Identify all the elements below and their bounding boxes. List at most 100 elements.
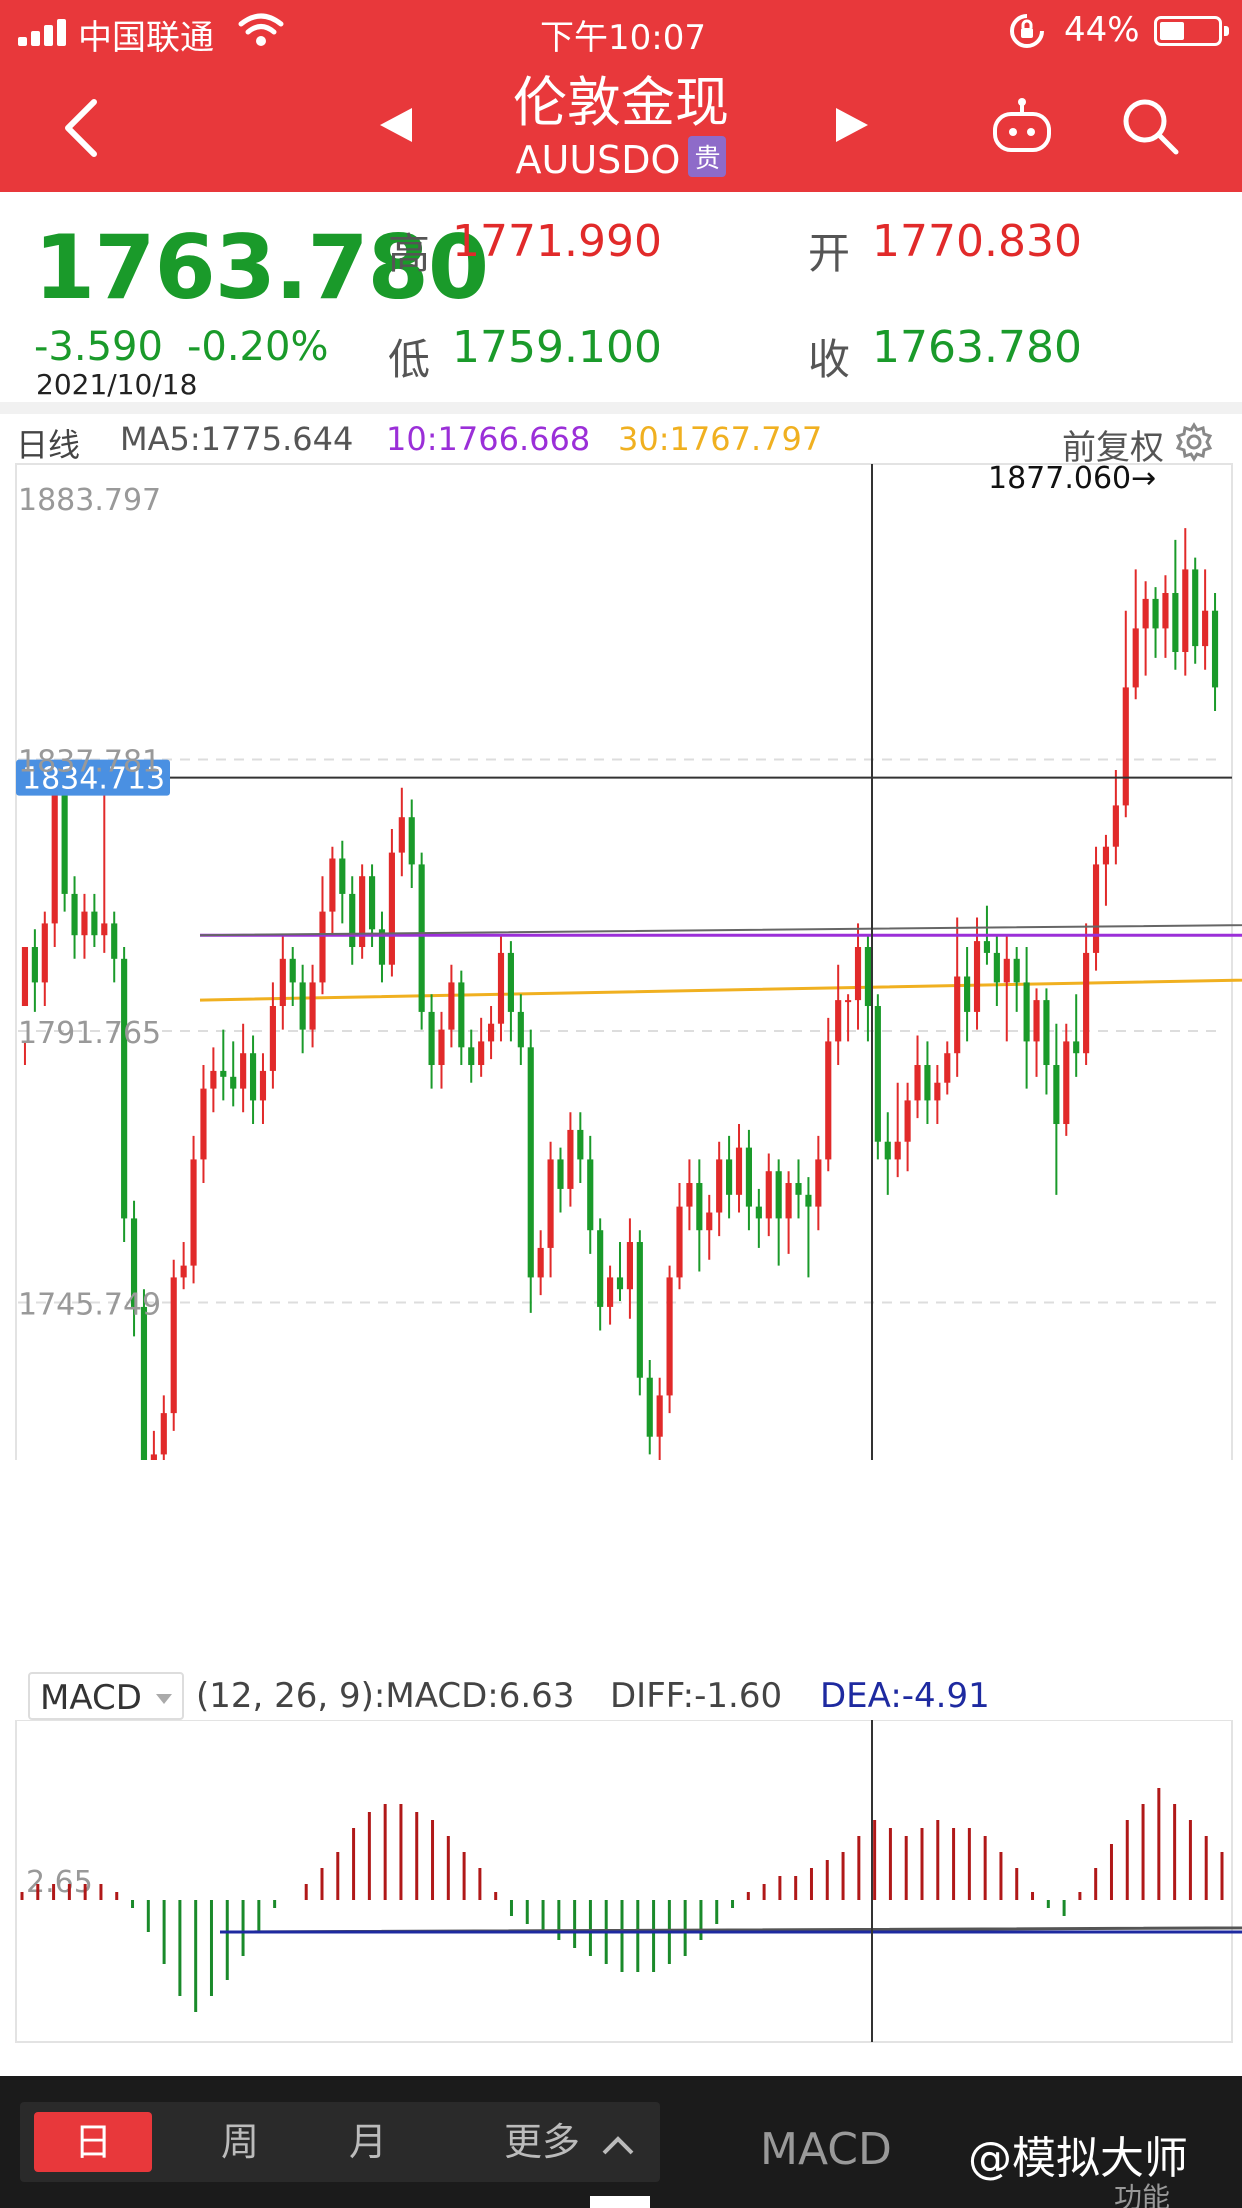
macd-diff-line	[219, 1926, 1242, 1934]
candle-body	[497, 952, 505, 1024]
candle-body	[765, 1171, 772, 1219]
candle-body	[468, 1047, 475, 1066]
candle-body	[944, 1053, 951, 1083]
gear-icon[interactable]	[1174, 422, 1214, 462]
tab-more[interactable]: 更多	[490, 2102, 650, 2182]
carrier-label: 中国联通	[78, 18, 214, 58]
candle-body	[527, 1047, 534, 1278]
candle-body	[607, 1277, 614, 1307]
candle-body	[279, 958, 286, 1007]
clock: 下午10:07	[540, 18, 706, 58]
candle-body	[150, 1454, 157, 1460]
macd-chart[interactable]: 2.65	[0, 1720, 1242, 2050]
price-change-percent: -0.20%	[186, 324, 329, 370]
macd-selector-label: MACD	[40, 1678, 142, 1718]
candle-body	[21, 947, 29, 1007]
candle-body	[1043, 1000, 1050, 1066]
candle-body	[825, 1041, 832, 1160]
candle-body	[864, 947, 872, 1007]
candle-body	[666, 1277, 673, 1396]
candle-body	[220, 1070, 227, 1077]
ma10-value: 10:1766.668	[386, 420, 591, 458]
candle-body	[587, 1159, 594, 1231]
candle-body	[1063, 1041, 1070, 1125]
low-value: 1759.100	[452, 322, 662, 373]
candle-body	[636, 1242, 643, 1378]
watermark: @模拟大师	[968, 2133, 1188, 2184]
candle-body	[1003, 958, 1010, 983]
candle-body	[111, 923, 118, 959]
macd-dea-line	[220, 1930, 1242, 1934]
precious-badge: 贵	[688, 136, 727, 177]
tab-day[interactable]: 日	[34, 2112, 152, 2172]
candle-body	[1202, 610, 1209, 647]
candle-body	[537, 1247, 544, 1278]
candle-body	[1023, 982, 1030, 1042]
back-button[interactable]	[50, 88, 120, 168]
candle-body	[1013, 958, 1020, 983]
crosshair: 1834.713	[16, 464, 1232, 1460]
candle-body	[359, 876, 366, 948]
candle-body	[458, 982, 465, 1048]
candle-body	[1083, 952, 1090, 1054]
ma5-value: MA5:1775.644	[120, 420, 354, 458]
candle-body	[31, 947, 38, 983]
candle-body	[408, 817, 415, 865]
macd-selector[interactable]: MACD	[28, 1672, 184, 1720]
candle-body	[706, 1212, 713, 1231]
candle-body	[249, 1053, 257, 1101]
candle-body	[61, 787, 68, 894]
candle-body	[91, 911, 98, 936]
indicator-button[interactable]: MACD	[760, 2124, 892, 2175]
candle-body	[1073, 1041, 1080, 1054]
separator	[0, 402, 1242, 414]
wifi-icon	[238, 13, 284, 46]
period-tabs: 日 周 月 更多	[20, 2102, 660, 2182]
tab-week[interactable]: 周	[220, 2120, 259, 2164]
kline-chart[interactable]: 1834.713 1883.797 1837.781 1791.765 1745.74…	[0, 460, 1242, 1460]
low-label: 低	[388, 335, 431, 384]
candle-body	[309, 982, 316, 1030]
candle-body	[160, 1413, 167, 1455]
candle-body	[795, 1183, 802, 1195]
candle-body	[299, 982, 306, 1030]
plot-frame	[15, 463, 1233, 1460]
high-value: 1771.990	[452, 216, 662, 267]
y-tick-label: 1791.765	[18, 1016, 161, 1051]
candle-body	[1211, 610, 1219, 688]
macd-dea: DEA:-4.91	[820, 1676, 990, 1716]
macd-params: (12, 26, 9):MACD:6.63	[196, 1676, 575, 1716]
open-value: 1770.830	[872, 216, 1082, 267]
candle-body	[646, 1377, 653, 1437]
next-symbol-button[interactable]	[826, 100, 876, 150]
candle-body	[81, 911, 88, 936]
adjust-button[interactable]: 前复权	[1062, 428, 1164, 468]
function-button[interactable]: 功能	[1114, 2181, 1171, 2208]
candle-body	[1192, 569, 1199, 647]
open-label: 开	[808, 229, 851, 278]
tab-month[interactable]: 月	[348, 2120, 387, 2164]
candle-body	[329, 858, 336, 912]
candles	[21, 528, 1219, 1460]
candle-body	[507, 952, 514, 1012]
last-price: 1763.780	[34, 216, 489, 319]
grid	[18, 758, 1218, 1304]
candle-body	[845, 1000, 852, 1003]
candle-body	[954, 976, 961, 1054]
y-tick-label: 1837.781	[18, 745, 161, 780]
battery-icon	[1154, 16, 1229, 46]
rotation-lock-icon	[1010, 14, 1044, 48]
status-bar: 中国联通 下午10:07 44%	[0, 0, 1242, 60]
battery-percent: 44%	[1064, 10, 1140, 50]
candle-body	[983, 941, 991, 953]
candle-body	[676, 1206, 683, 1278]
candle-body	[1182, 569, 1189, 653]
search-icon[interactable]	[1118, 94, 1182, 158]
signal-icon	[18, 18, 70, 46]
close-label: 收	[808, 335, 851, 384]
robot-icon[interactable]	[990, 96, 1054, 156]
ma30-value: 30:1767.797	[618, 420, 823, 458]
candle-body	[805, 1194, 812, 1207]
prev-symbol-button[interactable]	[372, 100, 422, 150]
macd-zero-label: 2.65	[26, 1865, 93, 1900]
